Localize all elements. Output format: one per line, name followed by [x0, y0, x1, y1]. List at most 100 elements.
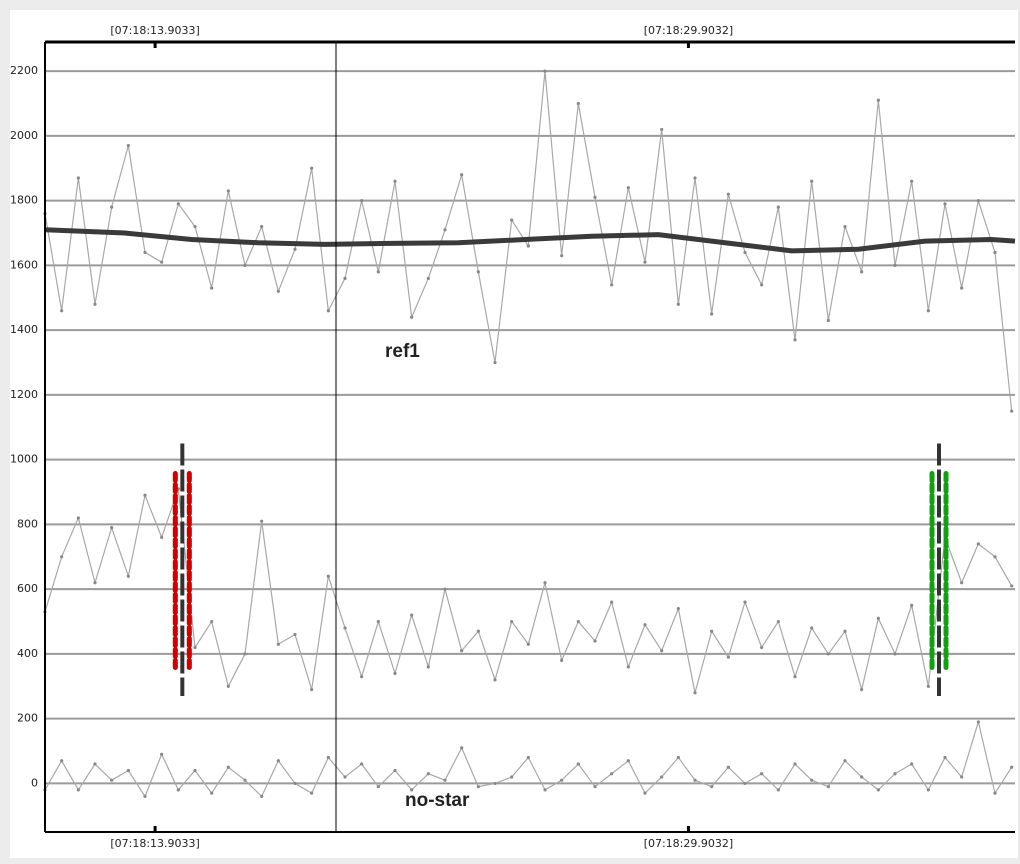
- data-point: [926, 788, 930, 792]
- data-point: [843, 759, 847, 763]
- data-point: [776, 619, 780, 624]
- data-point: [926, 309, 930, 313]
- y-tick-label: 1600: [10, 258, 38, 271]
- x-tick-label: [07:18:13.9033]: [110, 837, 199, 850]
- data-point: [860, 270, 864, 274]
- y-tick-label: 400: [17, 647, 38, 660]
- data-point: [726, 765, 730, 769]
- data-point: [110, 778, 114, 782]
- data-point: [710, 629, 714, 633]
- data-point: [460, 649, 464, 653]
- data-point: [510, 218, 514, 222]
- data-point: [526, 244, 530, 248]
- data-point: [810, 179, 814, 183]
- data-point: [376, 785, 380, 789]
- data-point: [543, 69, 547, 73]
- data-point: [743, 600, 747, 604]
- data-point: [826, 785, 830, 789]
- data-point: [110, 205, 114, 209]
- data-point: [643, 623, 647, 627]
- data-point: [676, 755, 680, 760]
- data-point: [343, 775, 347, 779]
- data-point: [610, 283, 614, 287]
- data-point: [293, 632, 297, 637]
- data-point: [526, 642, 530, 646]
- data-point: [226, 189, 230, 193]
- data-point: [360, 199, 364, 203]
- data-point: [626, 759, 630, 763]
- data-point: [626, 665, 630, 669]
- data-point: [493, 360, 497, 365]
- y-tick-label: 600: [17, 582, 38, 595]
- data-point: [143, 493, 147, 497]
- data-point: [676, 302, 680, 306]
- data-point: [893, 652, 897, 656]
- data-point: [993, 555, 997, 559]
- data-point: [410, 613, 414, 617]
- y-tick-label: 1400: [10, 323, 38, 336]
- data-point: [893, 772, 897, 776]
- trend-line: [44, 227, 1016, 254]
- data-point: [76, 516, 80, 520]
- data-point: [210, 286, 214, 290]
- data-point: [426, 665, 430, 669]
- y-tick-label: 200: [17, 712, 38, 725]
- data-point: [126, 574, 130, 578]
- y-tick-label: 1200: [10, 388, 38, 401]
- data-point: [326, 309, 330, 313]
- data-point: [410, 315, 414, 319]
- data-point: [560, 778, 564, 782]
- data-point: [976, 199, 980, 203]
- data-point: [810, 778, 814, 782]
- data-point: [576, 762, 580, 766]
- data-point: [193, 645, 197, 650]
- data-point: [743, 781, 747, 786]
- data-point: [360, 762, 364, 766]
- data-point: [760, 772, 764, 776]
- data-point: [726, 192, 730, 196]
- data-point: [993, 250, 997, 255]
- x-tick-label: [07:18:29.9032]: [644, 24, 733, 37]
- data-point: [910, 603, 914, 607]
- data-point: [760, 645, 764, 650]
- data-point: [226, 684, 230, 688]
- y-tick-label: 800: [17, 517, 38, 530]
- data-point: [393, 768, 397, 773]
- data-point: [860, 775, 864, 779]
- data-point: [1010, 584, 1014, 588]
- data-point: [160, 535, 164, 539]
- data-point: [760, 283, 764, 287]
- data-point: [176, 202, 180, 206]
- data-point: [476, 629, 480, 633]
- data-point: [626, 186, 630, 190]
- data-point: [593, 195, 597, 200]
- data-point: [593, 639, 597, 643]
- data-point: [910, 762, 914, 766]
- data-point: [960, 581, 964, 585]
- data-point: [410, 788, 414, 792]
- data-point: [243, 263, 247, 268]
- data-point: [60, 309, 64, 313]
- y-tick-label: 2200: [10, 64, 38, 77]
- y-tick-label: 0: [31, 776, 38, 789]
- data-point: [510, 619, 514, 624]
- data-point: [260, 224, 264, 229]
- data-point: [493, 678, 497, 682]
- data-point: [226, 765, 230, 769]
- data-point: [176, 788, 180, 792]
- data-point: [93, 302, 97, 306]
- data-point: [710, 312, 714, 316]
- data-point: [660, 127, 664, 132]
- data-point: [576, 101, 580, 106]
- data-point: [976, 542, 980, 546]
- data-point: [610, 772, 614, 776]
- data-point: [93, 581, 97, 585]
- data-point: [660, 649, 664, 653]
- data-point: [326, 755, 330, 760]
- data-point: [993, 791, 997, 795]
- data-point: [776, 205, 780, 209]
- y-tick-label: 2000: [10, 129, 38, 142]
- data-point: [976, 720, 980, 724]
- data-point: [326, 574, 330, 578]
- data-point: [1010, 409, 1014, 413]
